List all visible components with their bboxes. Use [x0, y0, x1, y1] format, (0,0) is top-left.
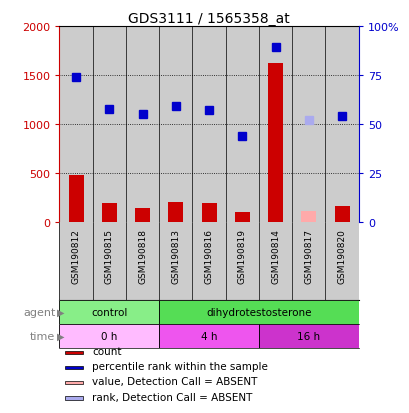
Bar	[59, 27, 92, 222]
Text: GSM190813: GSM190813	[171, 228, 180, 283]
Bar	[65, 366, 83, 369]
Bar	[59, 222, 358, 227]
Bar	[159, 324, 258, 348]
Bar	[126, 27, 159, 222]
Bar	[258, 27, 292, 222]
Bar	[65, 396, 83, 400]
Bar	[201, 204, 216, 222]
Bar	[65, 381, 83, 385]
Text: dihydrotestosterone: dihydrotestosterone	[206, 307, 311, 317]
Text: count: count	[92, 346, 121, 356]
Text: 0 h: 0 h	[101, 331, 117, 341]
Text: ▶: ▶	[57, 331, 65, 341]
Text: rank, Detection Call = ABSENT: rank, Detection Call = ABSENT	[92, 392, 252, 402]
Bar	[225, 27, 258, 222]
Bar	[92, 27, 126, 222]
Bar	[234, 213, 249, 222]
Text: GSM190820: GSM190820	[337, 228, 346, 283]
Bar	[159, 300, 358, 324]
Text: 16 h: 16 h	[297, 331, 320, 341]
Bar	[59, 324, 159, 348]
Text: time: time	[30, 331, 55, 341]
Text: control: control	[91, 307, 127, 317]
Text: percentile rank within the sample: percentile rank within the sample	[92, 361, 267, 371]
Bar	[292, 27, 325, 222]
Text: GSM190817: GSM190817	[303, 228, 312, 283]
Bar	[325, 27, 358, 222]
Text: GSM190815: GSM190815	[105, 228, 114, 283]
Bar	[192, 27, 225, 222]
Bar	[59, 300, 159, 324]
Text: GSM190816: GSM190816	[204, 228, 213, 283]
Bar	[334, 206, 349, 222]
Text: GSM190818: GSM190818	[138, 228, 147, 283]
Bar	[168, 202, 183, 222]
Text: ▶: ▶	[57, 307, 65, 317]
Text: agent: agent	[23, 307, 55, 317]
Text: 4 h: 4 h	[200, 331, 217, 341]
Title: GDS3111 / 1565358_at: GDS3111 / 1565358_at	[128, 12, 289, 26]
Text: GSM190812: GSM190812	[72, 228, 81, 283]
Bar	[101, 204, 117, 222]
Bar	[258, 324, 358, 348]
Bar	[65, 351, 83, 354]
Text: GSM190819: GSM190819	[237, 228, 246, 283]
Bar	[135, 208, 150, 222]
Bar	[159, 27, 192, 222]
Bar	[301, 211, 316, 222]
Text: GSM190814: GSM190814	[270, 228, 279, 283]
Bar	[68, 175, 83, 222]
Text: value, Detection Call = ABSENT: value, Detection Call = ABSENT	[92, 377, 257, 387]
Bar	[267, 64, 282, 222]
